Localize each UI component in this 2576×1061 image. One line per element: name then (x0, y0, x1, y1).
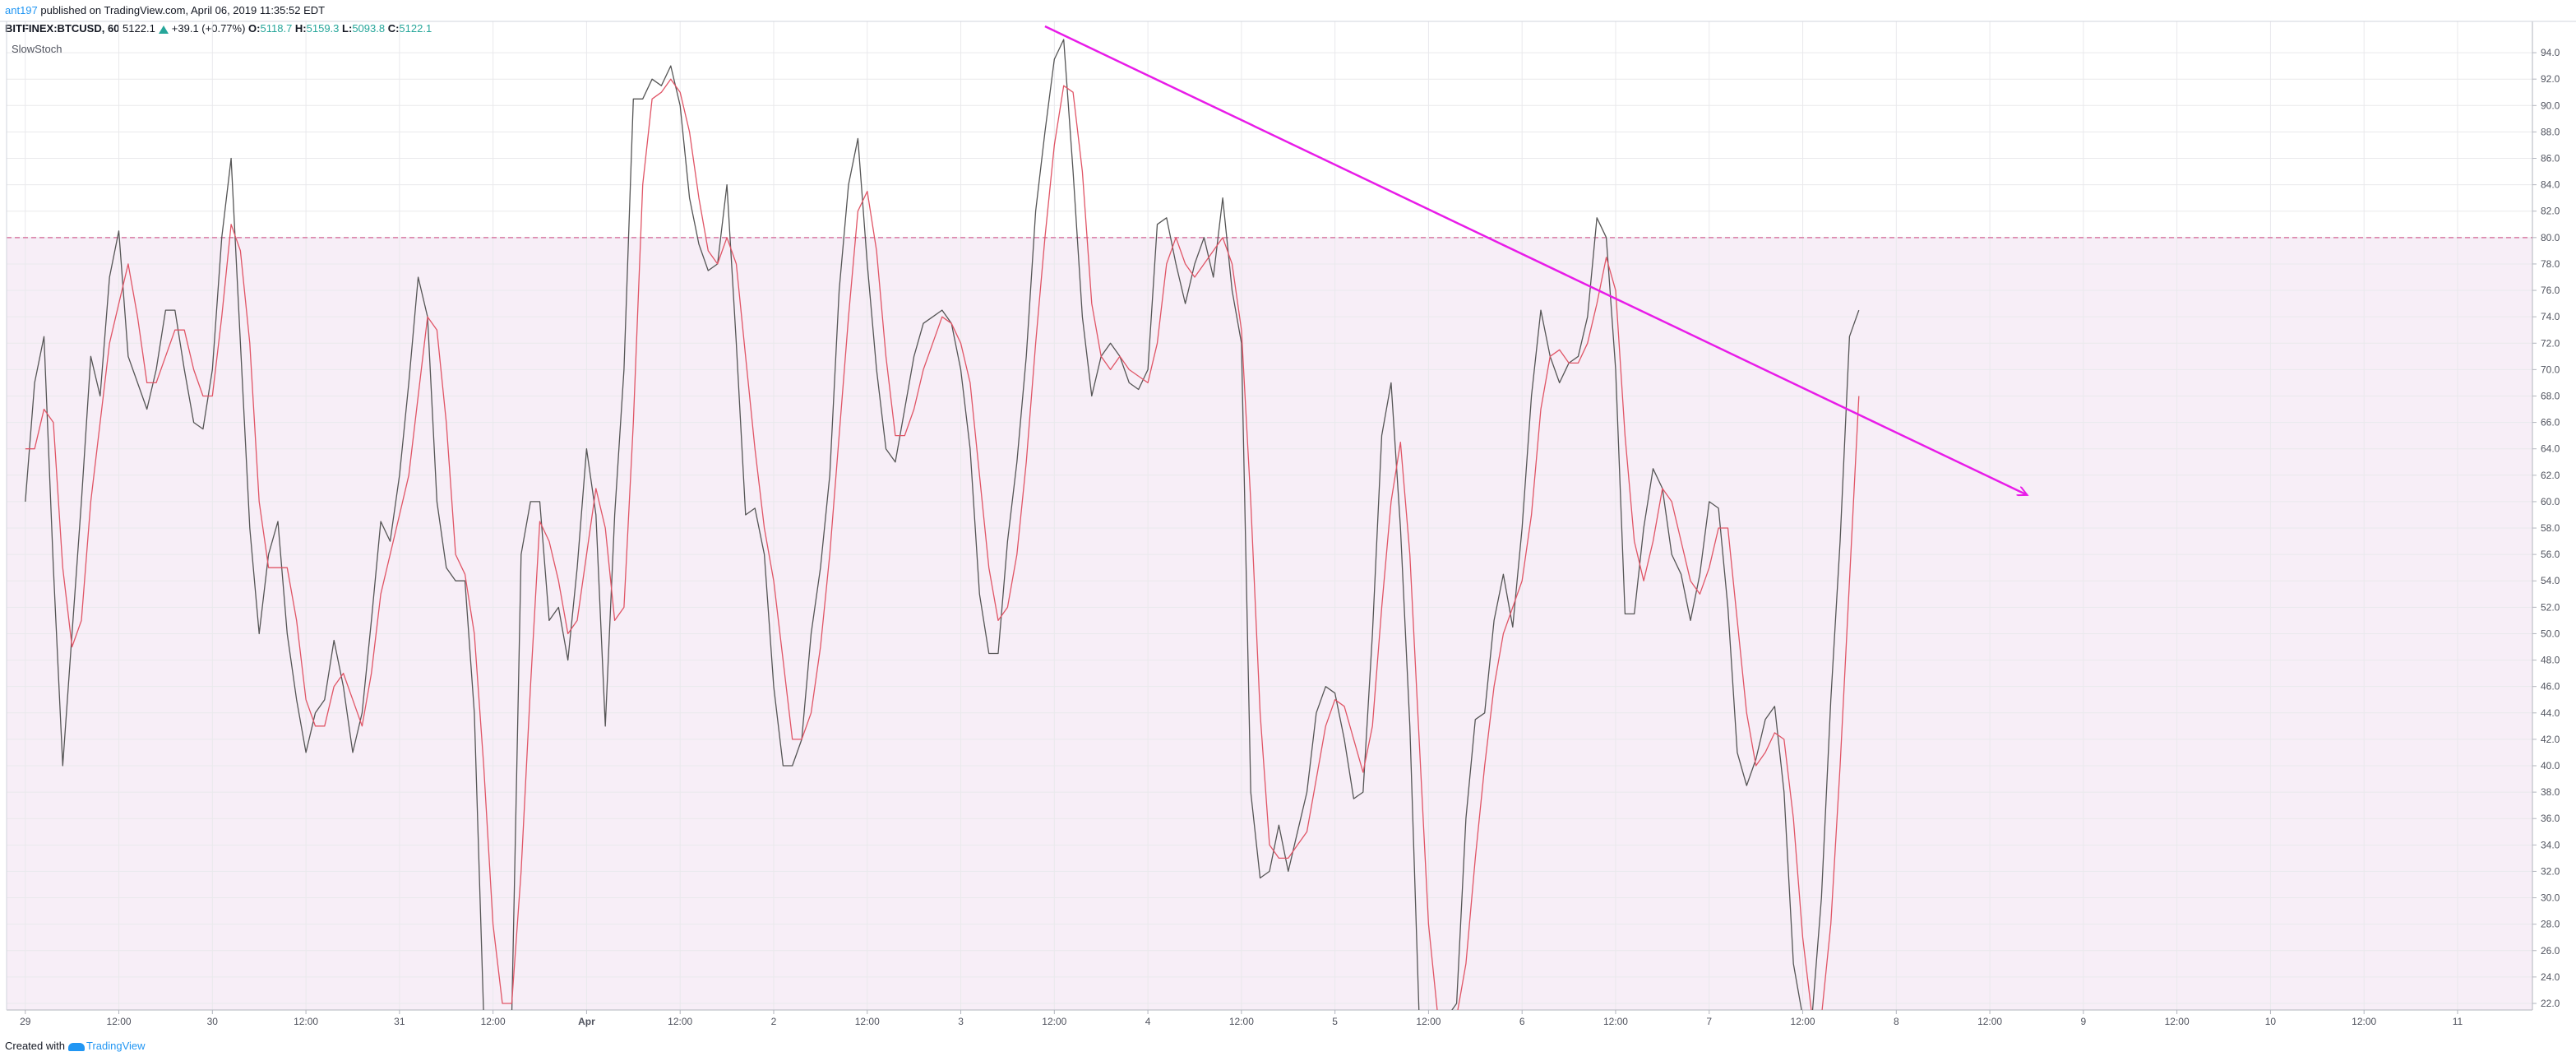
price-change: +39.1 (+0.77%) (171, 22, 246, 35)
y-tick-label: 26.0 (2541, 945, 2560, 957)
y-tick-label: 36.0 (2541, 813, 2560, 824)
y-tick-label: 92.0 (2541, 73, 2560, 85)
x-tick-label: 12:00 (294, 1016, 318, 1027)
x-tick-label: 12:00 (481, 1016, 506, 1027)
y-tick-label: 68.0 (2541, 390, 2560, 401)
x-tick-label: 12:00 (107, 1016, 132, 1027)
trendline-arrow (1044, 25, 2028, 495)
y-tick-label: 62.0 (2541, 470, 2560, 481)
symbol-label: BITFINEX:BTCUSD, 60 (5, 22, 120, 35)
close-value: 5122.1 (399, 22, 432, 35)
high-value: 5159.3 (306, 22, 340, 35)
open-label: O: (248, 22, 261, 35)
x-tick-label: 12:00 (1791, 1016, 1815, 1027)
y-tick-label: 70.0 (2541, 364, 2560, 375)
y-tick-label: 34.0 (2541, 839, 2560, 850)
x-tick-label: Apr (578, 1016, 595, 1027)
x-tick-label: 5 (1332, 1016, 1338, 1027)
high-label: H: (294, 22, 307, 35)
y-tick-label: 28.0 (2541, 919, 2560, 930)
x-tick-labels: 29 12:00 30 12:00 31 12:00 Apr 12:00 2 12:00 3 12:0… (20, 1010, 2463, 1027)
y-tick-label: 54.0 (2541, 575, 2560, 586)
y-tick-label: 32.0 (2541, 865, 2560, 877)
x-tick-label: 6 (1519, 1016, 1525, 1027)
y-tick-labels: 94.0 92.0 90.0 88.0 86.0 84.0 82.0 80.0 78.0 76.0… (2532, 47, 2560, 1009)
x-tick-label: 12:00 (855, 1016, 880, 1027)
x-tick-label: 4 (1145, 1016, 1151, 1027)
x-tick-label: 29 (20, 1016, 31, 1027)
x-tick-label: 3 (958, 1016, 964, 1027)
publish-info: published on TradingView.com, April 06, … (40, 4, 326, 16)
low-value: 5093.8 (352, 22, 386, 35)
x-tick-label: 12:00 (1977, 1016, 2002, 1027)
x-tick-label: 7 (1706, 1016, 1712, 1027)
x-tick-label: 12:00 (1229, 1016, 1254, 1027)
y-tick-label: 80.0 (2541, 232, 2560, 243)
y-tick-label: 48.0 (2541, 655, 2560, 666)
x-tick-label: 12:00 (1042, 1016, 1066, 1027)
y-tick-label: 44.0 (2541, 707, 2560, 719)
x-tick-label: 12:00 (668, 1016, 692, 1027)
x-tick-label: 8 (1894, 1016, 1899, 1027)
author-link[interactable]: ant197 (5, 4, 38, 16)
y-tick-label: 64.0 (2541, 443, 2560, 455)
footer: Created with TradingView (5, 1040, 146, 1052)
y-tick-label: 82.0 (2541, 206, 2560, 217)
y-tick-label: 78.0 (2541, 258, 2560, 270)
open-value: 5118.7 (260, 22, 293, 35)
y-tick-label: 24.0 (2541, 971, 2560, 983)
series-group (25, 39, 1860, 1010)
last-price: 5122.1 (123, 22, 155, 35)
y-tick-label: 88.0 (2541, 126, 2560, 137)
x-tick-label: 11 (2453, 1016, 2463, 1027)
y-tick-label: 74.0 (2541, 311, 2560, 322)
created-with-label: Created with (5, 1040, 65, 1052)
publish-line: ant197 published on TradingView.com, Apr… (5, 2, 432, 20)
y-tick-label: 46.0 (2541, 681, 2560, 693)
up-triangle-icon (158, 25, 169, 34)
y-tick-label: 94.0 (2541, 47, 2560, 58)
y-tick-label: 90.0 (2541, 100, 2560, 111)
d-line-series (25, 78, 1860, 1010)
y-tick-label: 52.0 (2541, 601, 2560, 613)
y-tick-label: 86.0 (2541, 153, 2560, 164)
grid-lines (7, 21, 2532, 1010)
symbol-line: BITFINEX:BTCUSD, 60 5122.1 +39.1 (+0.77%)… (5, 20, 432, 38)
indicator-title: SlowStoch (12, 43, 62, 55)
x-tick-label: 12:00 (2352, 1016, 2376, 1027)
close-label: C: (387, 22, 400, 35)
y-tick-label: 38.0 (2541, 786, 2560, 798)
y-tick-label: 60.0 (2541, 496, 2560, 507)
k-line-series (25, 39, 1860, 1010)
x-tick-label: 12:00 (1416, 1016, 1441, 1027)
y-tick-label: 30.0 (2541, 892, 2560, 904)
x-tick-label: 12:00 (2165, 1016, 2190, 1027)
y-tick-label: 84.0 (2541, 179, 2560, 191)
low-label: L: (342, 22, 353, 35)
tradingview-logo[interactable]: TradingView (86, 1040, 146, 1052)
x-tick-label: 12:00 (1603, 1016, 1628, 1027)
x-tick-label: 31 (394, 1016, 405, 1027)
x-tick-label: 9 (2081, 1016, 2087, 1027)
y-tick-label: 50.0 (2541, 628, 2560, 639)
y-tick-label: 72.0 (2541, 337, 2560, 349)
x-tick-label: 2 (771, 1016, 777, 1027)
y-tick-label: 66.0 (2541, 417, 2560, 429)
tradingview-cloud-icon (67, 1042, 85, 1051)
y-tick-label: 56.0 (2541, 549, 2560, 560)
y-tick-label: 22.0 (2541, 998, 2560, 1009)
y-tick-label: 40.0 (2541, 760, 2560, 771)
y-tick-label: 58.0 (2541, 522, 2560, 534)
x-tick-label: 10 (2265, 1016, 2277, 1027)
y-tick-label: 76.0 (2541, 285, 2560, 296)
x-tick-label: 30 (207, 1016, 219, 1027)
oscillator-band-fill (7, 237, 2532, 1010)
chart-header: ant197 published on TradingView.com, Apr… (5, 2, 432, 38)
y-tick-label: 42.0 (2541, 734, 2560, 745)
